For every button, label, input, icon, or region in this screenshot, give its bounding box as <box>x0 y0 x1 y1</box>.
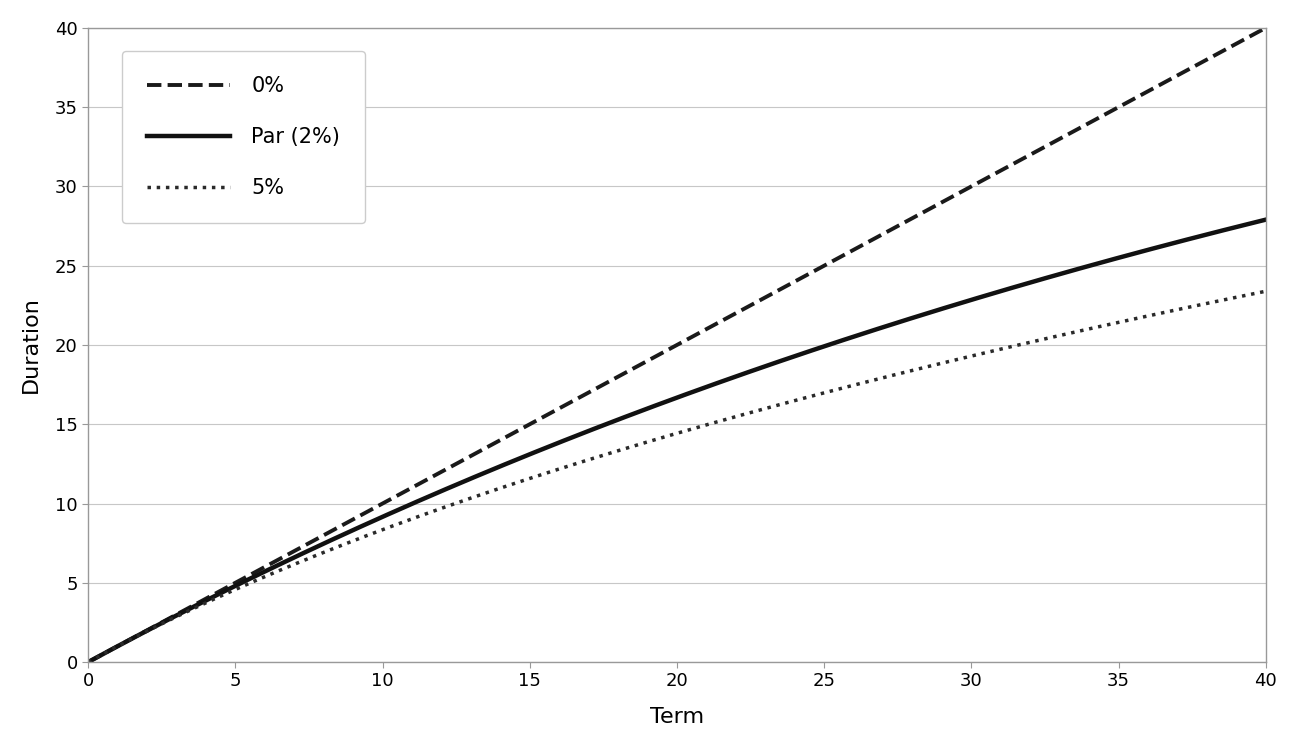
Par (2%) <box>80 657 96 666</box>
5% <box>1050 331 1066 340</box>
5% <box>106 643 122 652</box>
0% <box>80 657 96 666</box>
X-axis label: Term: Term <box>650 707 704 727</box>
Par (2%) <box>788 352 803 361</box>
5% <box>144 625 160 634</box>
Par (2%) <box>1258 215 1273 224</box>
0% <box>106 643 122 652</box>
Line: 0%: 0% <box>88 28 1266 662</box>
5% <box>518 475 533 484</box>
0% <box>518 422 533 431</box>
Line: 5%: 5% <box>88 291 1266 662</box>
Legend: 0%, Par (2%), 5%: 0%, Par (2%), 5% <box>122 51 365 224</box>
5% <box>80 657 96 666</box>
0% <box>184 601 200 610</box>
0% <box>144 624 160 633</box>
5% <box>1258 286 1273 295</box>
Par (2%) <box>144 624 160 633</box>
Par (2%) <box>518 452 533 461</box>
0% <box>1050 135 1066 144</box>
0% <box>788 277 803 286</box>
Y-axis label: Duration: Duration <box>21 296 40 393</box>
Par (2%) <box>1050 270 1066 279</box>
5% <box>184 604 200 613</box>
0% <box>1258 23 1273 32</box>
Par (2%) <box>184 603 200 612</box>
Par (2%) <box>106 643 122 652</box>
Line: Par (2%): Par (2%) <box>88 220 1266 662</box>
5% <box>788 396 803 405</box>
